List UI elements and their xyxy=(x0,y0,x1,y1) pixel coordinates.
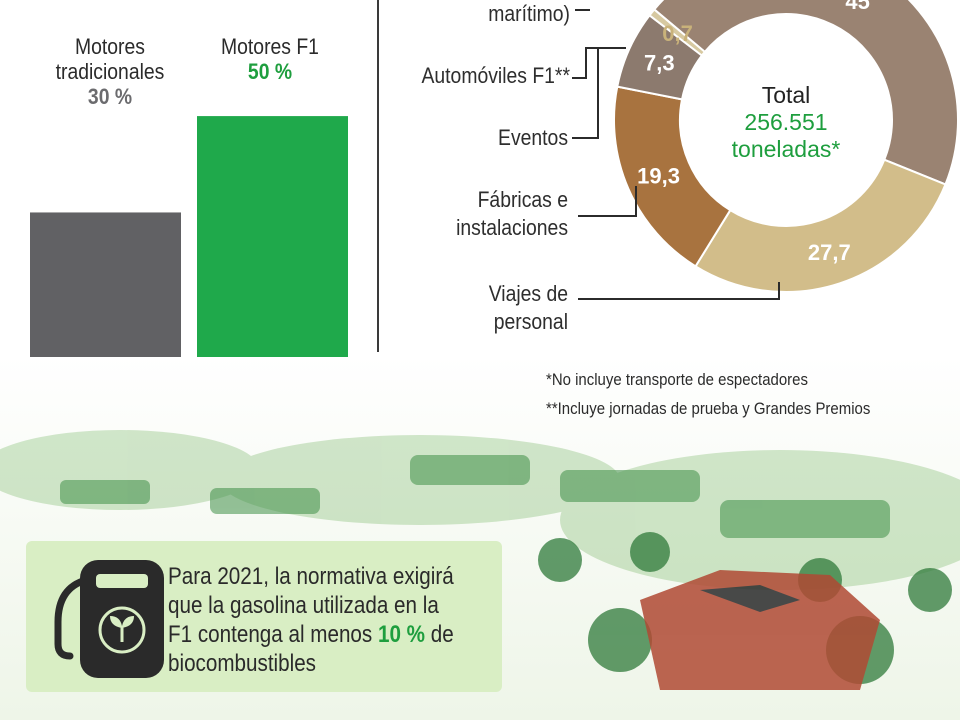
label-fabricas: Fábricas e instalaciones xyxy=(456,187,568,240)
donut-center-value: 256.551 xyxy=(744,109,828,135)
leader-line-1 xyxy=(572,47,626,79)
donut-slice-2 xyxy=(613,85,732,268)
leader-line-2 xyxy=(572,48,599,139)
bar-value-f1: 50 % xyxy=(247,59,293,84)
donut-value-label-2: 19,3 xyxy=(637,164,680,189)
leader-line-4 xyxy=(578,282,780,300)
label-eventos: Eventos xyxy=(498,125,568,150)
donut-slice-0 xyxy=(652,0,959,186)
donut-center-title: Total xyxy=(761,82,811,108)
donut-center-total: Total 256.551 toneladas* xyxy=(706,82,866,163)
note-highlight: 10 % xyxy=(377,621,426,648)
donut-slice-4 xyxy=(648,8,707,57)
label-viajes: Viajes de personal xyxy=(488,281,568,334)
footnote-espectadores: *No incluye transporte de espectadores xyxy=(546,370,808,389)
donut-value-label-1: 27,7 xyxy=(808,240,851,265)
donut-value-label-3: 7,3 xyxy=(644,51,675,76)
donut-value-label-4: 0,7 xyxy=(662,21,693,46)
note-text-before: Para 2021, la normativa exigirá que la g… xyxy=(168,563,454,648)
bar-label-traditional-name: Motores tradicionales xyxy=(55,34,165,84)
note-text-after: de biocombustibles xyxy=(168,621,454,677)
bar-label-traditional: Motores tradicionales 30 % xyxy=(33,34,188,109)
label-automoviles-f1: Automóviles F1** xyxy=(421,63,571,88)
bar-0 xyxy=(30,212,181,357)
bar-label-f1: Motores F1 50 % xyxy=(193,34,348,84)
label-transporte: marítimo) xyxy=(488,1,570,26)
footnote-jornadas: **Incluye jornadas de prueba y Grandes P… xyxy=(546,399,871,418)
bar-label-f1-name: Motores F1 xyxy=(221,34,319,59)
donut-center-unit: toneladas* xyxy=(731,136,841,162)
donut-value-label-0: 45 xyxy=(845,0,869,14)
bar-1 xyxy=(197,116,348,357)
info-note-text: Para 2021, la normativa exigirá que la g… xyxy=(168,562,460,678)
donut-slice-1 xyxy=(694,158,947,293)
bar-value-traditional: 30 % xyxy=(87,84,133,109)
leader-line-3 xyxy=(578,186,637,217)
section-divider xyxy=(377,0,379,352)
